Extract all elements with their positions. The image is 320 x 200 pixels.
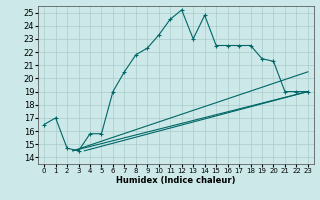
X-axis label: Humidex (Indice chaleur): Humidex (Indice chaleur) xyxy=(116,176,236,185)
